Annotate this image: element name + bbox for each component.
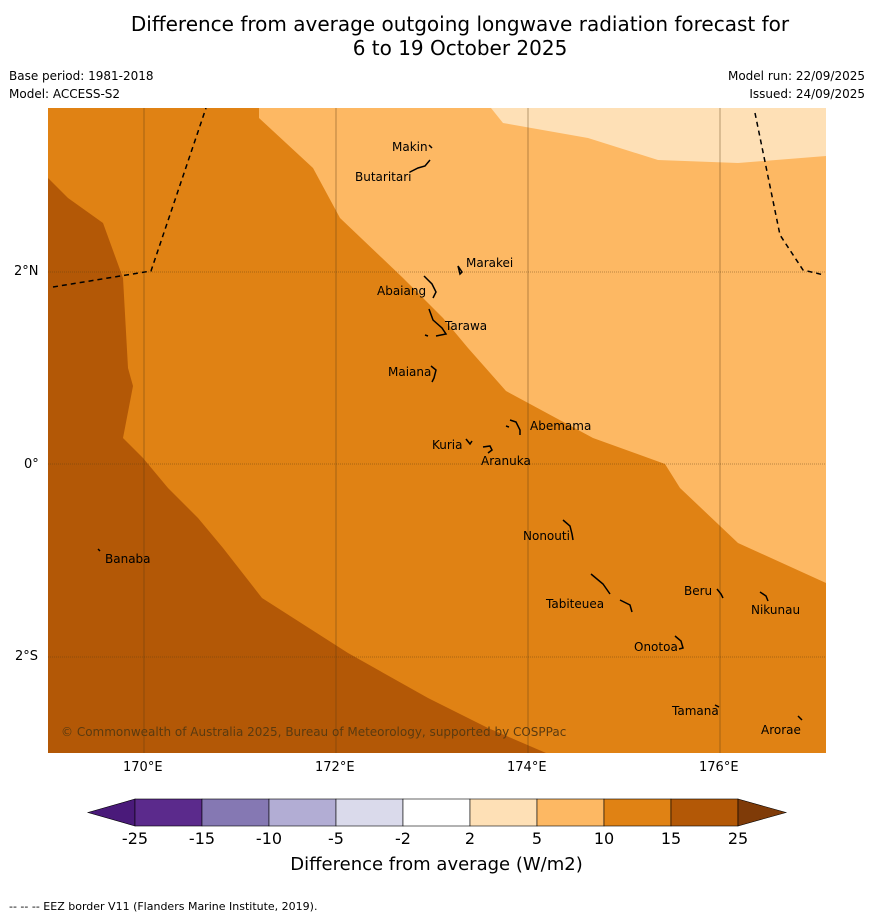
chart-title: Difference from average outgoing longwav… bbox=[0, 12, 873, 60]
island-makin-shape bbox=[428, 144, 433, 149]
colorbar-segment bbox=[134, 798, 203, 827]
island-abaiang-shape bbox=[423, 275, 437, 299]
label-aranuka: Aranuka bbox=[481, 454, 531, 468]
label-abaiang: Abaiang bbox=[377, 284, 426, 298]
label-arorae: Arorae bbox=[761, 723, 801, 737]
island-onotoa-shape bbox=[674, 635, 684, 650]
lon-label-174e: 174°E bbox=[507, 760, 547, 775]
copyright-notice: © Commonwealth of Australia 2025, Bureau… bbox=[61, 725, 566, 739]
colorbar-tick: -15 bbox=[188, 829, 216, 848]
label-tamana: Tamana bbox=[671, 704, 719, 718]
colorbar-segment bbox=[335, 798, 404, 827]
map-panel: Makin Butaritari Marakei Abaiang Tarawa … bbox=[48, 108, 826, 753]
label-maiana: Maiana bbox=[388, 365, 431, 379]
island-tarawa-shape bbox=[424, 308, 448, 337]
island-marakei-shape bbox=[457, 265, 463, 276]
model-run: Model run: 22/09/2025 bbox=[727, 69, 865, 83]
label-tarawa: Tarawa bbox=[444, 319, 487, 333]
colorbar-segment bbox=[402, 798, 471, 827]
island-beru-shape bbox=[716, 588, 724, 599]
label-banaba: Banaba bbox=[105, 552, 151, 566]
island-banaba-shape bbox=[97, 548, 101, 552]
island-nonouti-shape bbox=[562, 519, 574, 541]
lon-label-170e: 170°E bbox=[123, 760, 163, 775]
colorbar-tick: 5 bbox=[531, 829, 543, 848]
place-labels: Makin Butaritari Marakei Abaiang Tarawa … bbox=[105, 140, 801, 737]
label-nikunau: Nikunau bbox=[751, 603, 800, 617]
issued-date: Issued: 24/09/2025 bbox=[749, 87, 865, 101]
label-kuria: Kuria bbox=[432, 438, 463, 452]
colorbar-title: Difference from average (W/m2) bbox=[290, 854, 583, 875]
colorbar-tick: 25 bbox=[727, 829, 749, 848]
label-nonouti: Nonouti bbox=[523, 529, 570, 543]
island-tabiteuea-shape bbox=[590, 573, 633, 613]
model-name: Model: ACCESS-S2 bbox=[9, 87, 121, 101]
lon-label-176e: 176°E bbox=[699, 760, 739, 775]
graticule bbox=[48, 108, 826, 753]
island-maiana-shape bbox=[430, 365, 437, 383]
colorbar-extend-high bbox=[737, 798, 788, 827]
map-svg: Makin Butaritari Marakei Abaiang Tarawa … bbox=[48, 108, 826, 753]
title-line-1: Difference from average outgoing longwav… bbox=[130, 12, 790, 36]
label-butaritari: Butaritari bbox=[355, 170, 412, 184]
island-abemama-shape bbox=[505, 419, 521, 435]
island-kuria-shape bbox=[465, 438, 473, 446]
title-line-2: 6 to 19 October 2025 bbox=[352, 36, 568, 60]
colorbar-segment bbox=[469, 798, 538, 827]
band-2-5 bbox=[491, 108, 826, 163]
lon-label-172e: 172°E bbox=[315, 760, 355, 775]
lat-label-0: 0° bbox=[24, 457, 39, 472]
island-outlines bbox=[97, 144, 803, 721]
lat-label-2n: 2°N bbox=[14, 264, 39, 279]
colorbar-tick: -5 bbox=[328, 829, 344, 848]
label-makin: Makin bbox=[392, 140, 428, 154]
island-arorae-shape bbox=[797, 715, 803, 721]
colorbar-segments bbox=[86, 798, 788, 827]
colorbar bbox=[86, 798, 788, 827]
colorbar-segment bbox=[536, 798, 605, 827]
label-abemama: Abemama bbox=[530, 419, 591, 433]
colorbar-segment bbox=[603, 798, 672, 827]
colorbar-tick: -10 bbox=[255, 829, 283, 848]
eez-footnote: -- -- -- EEZ border V11 (Flanders Marine… bbox=[9, 900, 318, 913]
colorbar-tick: 15 bbox=[660, 829, 682, 848]
label-tabiteuea: Tabiteuea bbox=[545, 597, 604, 611]
island-nikunau-shape bbox=[759, 591, 769, 602]
lat-label-2s: 2°S bbox=[15, 649, 39, 664]
island-tamana-shape bbox=[714, 704, 720, 708]
label-onotoa: Onotoa bbox=[634, 640, 678, 654]
colorbar-segment bbox=[201, 798, 270, 827]
colorbar-tick: -2 bbox=[395, 829, 411, 848]
eez-borders bbox=[52, 108, 825, 288]
label-beru: Beru bbox=[684, 584, 712, 598]
eez-border-east bbox=[754, 112, 825, 276]
eez-border-west bbox=[52, 108, 207, 288]
base-period: Base period: 1981-2018 bbox=[9, 69, 154, 83]
colorbar-segment bbox=[670, 798, 739, 827]
colorbar-extend-low bbox=[86, 798, 136, 827]
label-marakei: Marakei bbox=[466, 256, 513, 270]
island-aranuka-shape bbox=[482, 445, 493, 454]
colorbar-segment bbox=[268, 798, 337, 827]
island-butaritari-shape bbox=[409, 159, 431, 173]
colorbar-tick: -25 bbox=[121, 829, 149, 848]
colorbar-tick: 10 bbox=[593, 829, 615, 848]
colorbar-tick: 2 bbox=[464, 829, 476, 848]
